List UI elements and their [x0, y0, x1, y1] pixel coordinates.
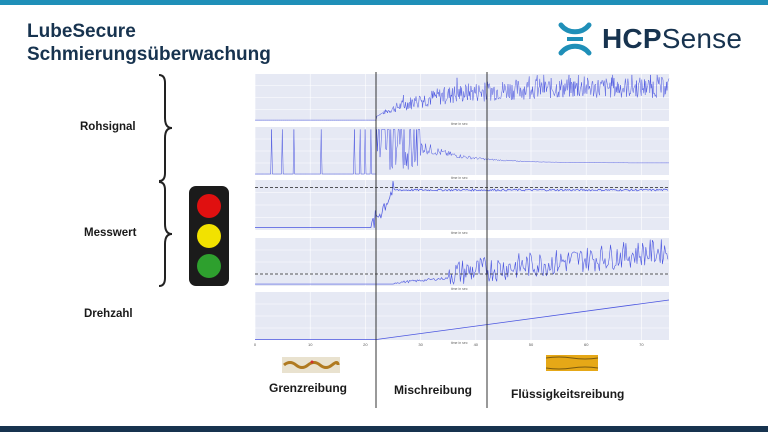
- logo-wordmark: HCPSense: [602, 23, 742, 55]
- x-tick-label: 60: [584, 342, 589, 347]
- hcp-logo-icon: [558, 22, 592, 56]
- logo-bold: HCP: [602, 23, 662, 54]
- traffic-light-yellow: [197, 224, 221, 248]
- series-measure-2: [255, 239, 669, 285]
- regime-boundary-line: [486, 72, 488, 408]
- traffic-light: [189, 186, 229, 286]
- page-title: LubeSecure Schmierungsüberwachung: [27, 20, 271, 66]
- x-tick-label: 10: [308, 342, 313, 347]
- x-axis-label: time in sec: [451, 341, 468, 345]
- bottom-accent-bar: [0, 426, 768, 432]
- label-drehzahl: Drehzahl: [84, 308, 133, 320]
- traffic-light-green: [197, 254, 221, 278]
- series-raw-frequency: [255, 129, 669, 175]
- label-rohsignal: Rohsignal: [80, 121, 136, 133]
- series-speed: [376, 299, 670, 340]
- top-accent-bar: [0, 0, 768, 5]
- x-tick-label: 20: [363, 342, 368, 347]
- title-line-2: Schmierungsüberwachung: [27, 44, 271, 65]
- regime-boundary-line: [375, 72, 377, 408]
- x-tick-label: 30: [418, 342, 423, 347]
- x-axis-label: time in sec: [451, 122, 468, 126]
- x-tick-label: 50: [529, 342, 534, 347]
- regime-fluessigkeitsreibung: Flüssigkeitsreibung: [511, 387, 625, 401]
- regime-grenzreibung: Grenzreibung: [269, 381, 348, 395]
- thumb-fluessigkeitsreibung: [546, 355, 598, 371]
- series-measure-1: [255, 180, 669, 228]
- x-tick-label: 0: [254, 342, 257, 347]
- x-axis-label: time in sec: [451, 176, 468, 180]
- series-raw-amplitude: [255, 74, 670, 121]
- thumb-grenzreibung: [282, 357, 340, 373]
- title-line-1: LubeSecure: [27, 21, 136, 42]
- x-axis-label: time in sec: [451, 231, 468, 235]
- label-messwert: Messwert: [84, 227, 137, 239]
- hcp-sense-logo: HCPSense: [558, 22, 742, 56]
- monitoring-charts: time in sec time in sec time in sec time in…: [254, 74, 670, 347]
- brace-messwert: [158, 181, 173, 287]
- brace-rohsignal: [158, 74, 173, 182]
- logo-light: Sense: [661, 23, 743, 54]
- traffic-light-red: [197, 194, 221, 218]
- x-tick-label: 40: [474, 342, 479, 347]
- x-tick-label: 70: [639, 342, 644, 347]
- regime-mischreibung: Mischreibung: [394, 383, 473, 397]
- x-axis-label: time in sec: [451, 287, 468, 291]
